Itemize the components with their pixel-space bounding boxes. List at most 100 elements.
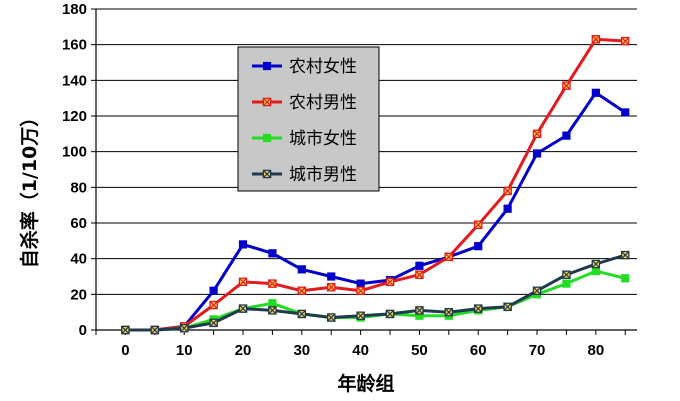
series-2-point-30 (297, 286, 307, 296)
series-4-point-65-cross (503, 302, 512, 311)
series-1-point-60 (474, 242, 483, 251)
legend-label-3: 城市女性 (289, 129, 357, 149)
series-4-point-70 (532, 286, 542, 296)
series-4-point-80-cross (591, 259, 600, 269)
series-1-line (125, 91, 627, 332)
series-4-point-75-cross (562, 270, 571, 279)
series-2-point-50-cross (415, 270, 424, 279)
series-4-point-65 (503, 302, 512, 312)
legend-swatch-marker-2 (262, 97, 272, 107)
legend-label-2: 农村男性 (289, 93, 357, 113)
series-3-line (125, 269, 626, 332)
legend-swatch-marker-3 (262, 133, 272, 143)
series-2-line (125, 37, 626, 332)
legend-swatch-marker-1 (262, 61, 272, 71)
series-2-point-80-cross (591, 35, 600, 44)
series-2-point-25-cross (268, 279, 277, 288)
series-4-point-10-cross (180, 324, 189, 333)
series-4-point-30 (297, 309, 307, 319)
series-4-point-40 (356, 311, 365, 320)
y-tick-label-160: 160 (62, 37, 87, 54)
series-3-point-25 (268, 299, 277, 308)
series-2-point-35-cross (327, 283, 336, 292)
legend-swatch-marker-4 (262, 169, 272, 179)
series-1-point-70 (532, 149, 542, 158)
legend-box (237, 46, 380, 192)
series-2-point-80 (591, 35, 601, 44)
series-2-point-15 (209, 300, 218, 310)
series-4-point-55-cross (444, 308, 453, 317)
series-2-point-45 (385, 277, 395, 287)
series-2-point-20-cross (238, 277, 248, 286)
series-1-point-35 (327, 272, 336, 281)
series-2-point-60 (473, 220, 483, 230)
series-4-point-20 (238, 304, 248, 313)
series-2-point-70-cross (533, 129, 542, 138)
x-tick-label-50: 50 (411, 342, 428, 359)
series-4-point-30-cross (297, 309, 306, 318)
x-tick-label-0: 0 (121, 342, 129, 359)
legend-entry-3: 城市女性 (252, 129, 357, 149)
series-2-point-35 (326, 282, 336, 292)
series-4 (121, 250, 630, 335)
series-3-point-85 (621, 274, 630, 283)
x-tick-label-10: 10 (176, 342, 193, 359)
y-tick-label-0: 0 (79, 322, 87, 339)
y-tick-label-80: 80 (70, 179, 87, 196)
series-4-point-20-cross (238, 304, 248, 313)
series-4-point-10 (179, 323, 189, 333)
legend-label-4: 城市男性 (289, 165, 357, 185)
series-1-point-15 (209, 286, 218, 295)
series-layer (121, 35, 630, 335)
series-2-point-20 (238, 277, 248, 287)
series-4-point-50-cross (415, 306, 424, 315)
series-4-point-25-cross (268, 306, 277, 315)
series-3-point-80 (591, 267, 600, 276)
y-tick-label-60: 60 (70, 215, 87, 232)
series-2-point-60-cross (474, 220, 483, 229)
y-tick-label-20: 20 (70, 286, 87, 303)
series-2-point-70 (532, 129, 542, 139)
series-3-point-75 (562, 279, 571, 288)
legend-entry-2: 农村男性 (252, 93, 357, 113)
legend-entry-4: 城市男性 (252, 165, 357, 185)
series-2-point-85-cross (621, 37, 630, 46)
series-1-point-80 (591, 88, 600, 97)
series-4-point-15 (209, 318, 218, 328)
series-4-point-85 (620, 250, 630, 260)
series-1-point-85 (621, 108, 630, 117)
y-axis-title: 自杀率（1/10万） (18, 108, 41, 269)
series-1-point-65 (503, 204, 512, 213)
x-tick-label-20: 20 (235, 342, 252, 359)
legend-swatch-marker-4-cross (262, 169, 272, 179)
series-4-point-5-cross (150, 325, 159, 335)
x-tick-label-60: 60 (470, 342, 487, 359)
series-2-point-75-cross (562, 81, 571, 90)
series-1-point-75 (562, 131, 571, 140)
series-2-point-75 (562, 81, 571, 90)
series-4-point-25 (268, 306, 277, 315)
series-4-point-15-cross (209, 318, 218, 327)
series-1-point-25 (268, 249, 277, 258)
series-4-point-85-cross (621, 251, 630, 260)
x-axis: 0 10 20 30 40 50 60 70 80 (95, 329, 637, 359)
series-4-point-0 (121, 325, 130, 335)
x-tick-label-30: 30 (293, 342, 310, 359)
series-4-point-60 (473, 304, 483, 313)
x-tick-label-70: 70 (529, 342, 546, 359)
series-4-point-45 (385, 309, 395, 319)
legend-entry-1: 农村女性 (252, 57, 357, 77)
series-1-point-30 (297, 265, 306, 274)
series-4-point-0-cross (121, 325, 130, 335)
y-tick-label-140: 140 (62, 72, 87, 89)
series-2-point-30-cross (297, 286, 306, 295)
series-2-point-50 (415, 270, 424, 279)
series-4-point-80 (591, 259, 601, 269)
y-tick-label-100: 100 (62, 144, 87, 161)
series-1-point-20 (238, 240, 248, 249)
y-tick-label-120: 120 (62, 108, 87, 125)
series-2-point-25 (268, 279, 277, 288)
series-4-point-55 (444, 307, 454, 317)
